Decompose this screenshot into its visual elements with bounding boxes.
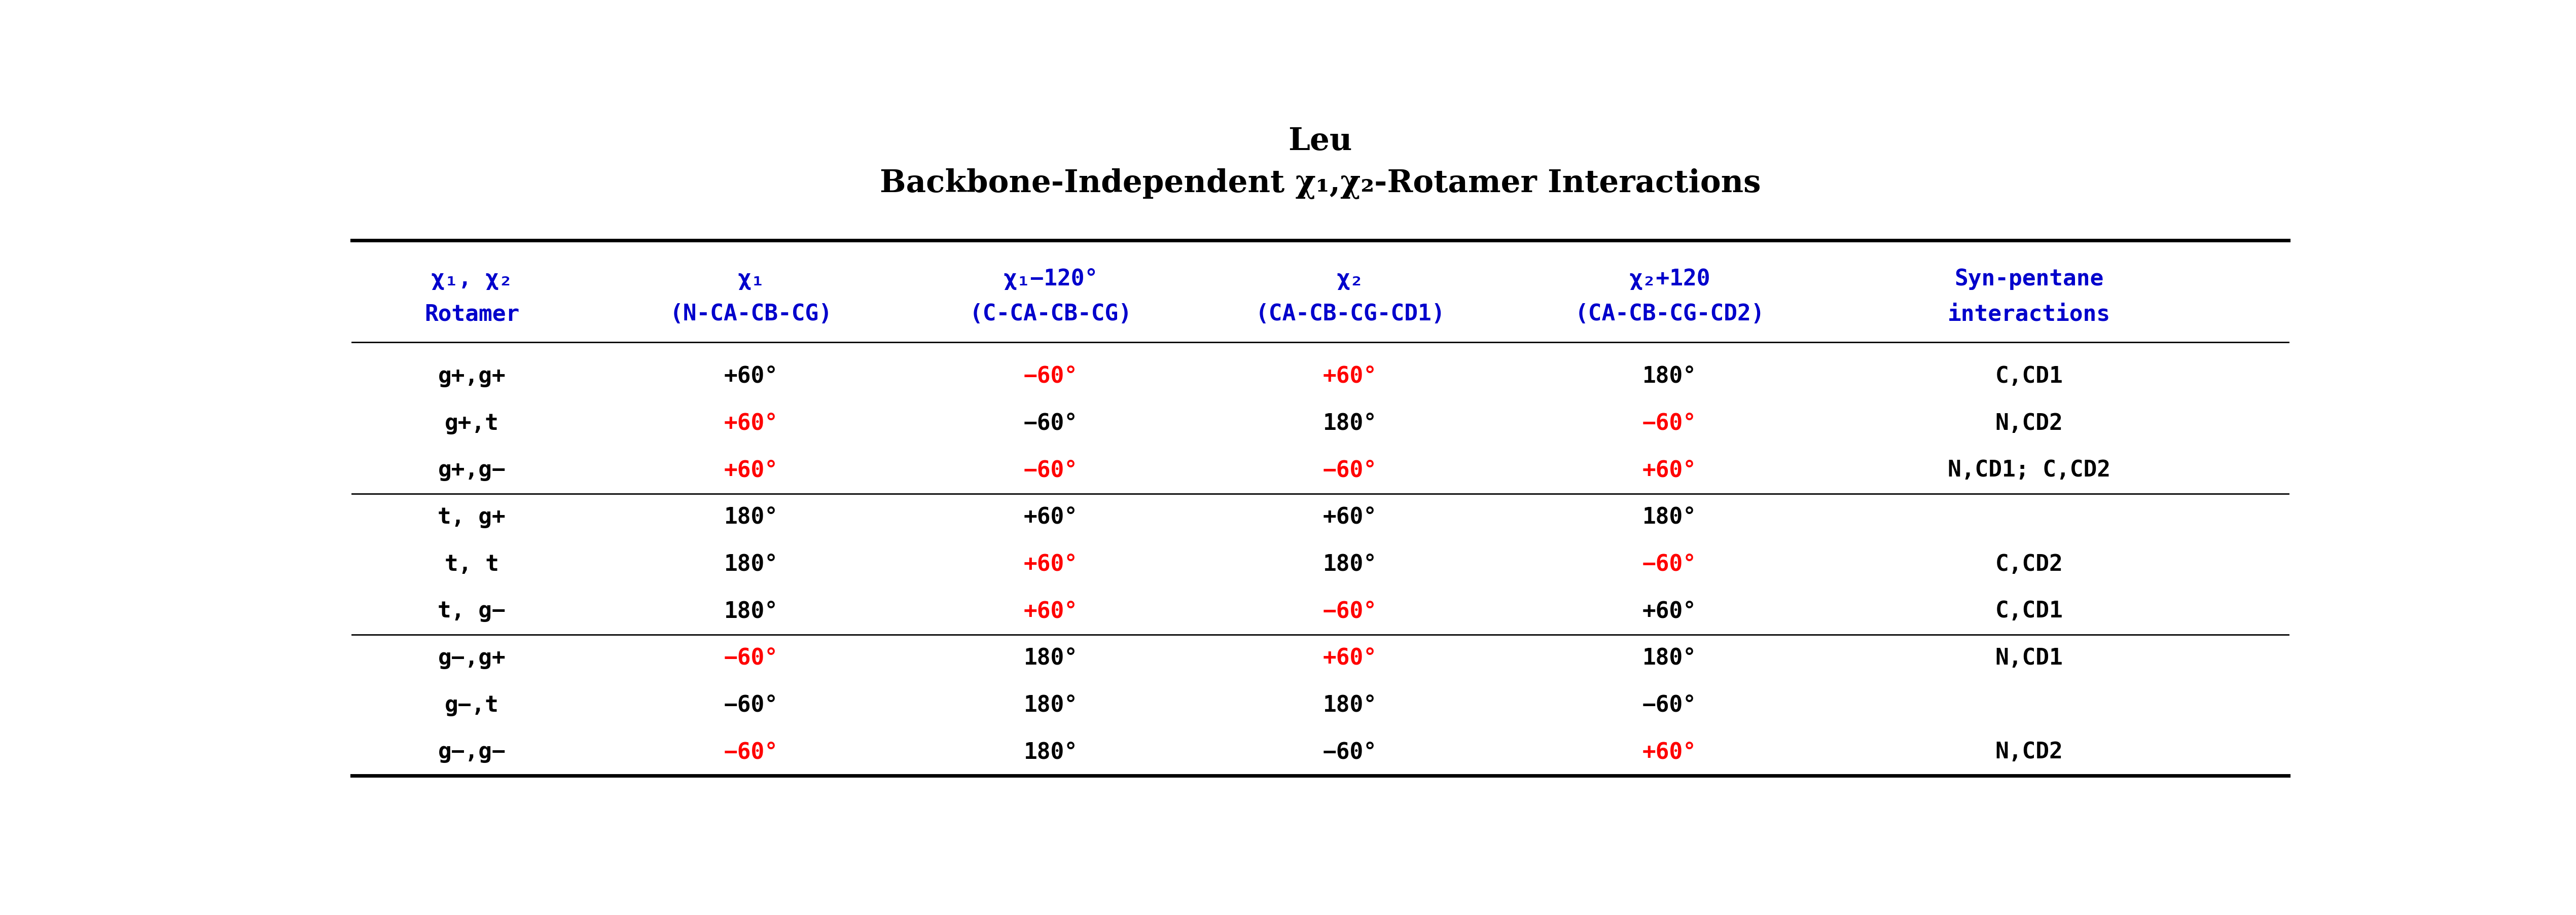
Text: +60°: +60°	[1324, 365, 1378, 387]
Text: χ₁−120°: χ₁−120°	[1002, 268, 1097, 290]
Text: Backbone-Independent χ₁,χ₂-Rotamer Interactions: Backbone-Independent χ₁,χ₂-Rotamer Inter…	[878, 168, 1762, 199]
Text: 180°: 180°	[1324, 413, 1378, 435]
Text: t, g+: t, g+	[438, 506, 505, 528]
Text: (CA-CB-CG-CD2): (CA-CB-CG-CD2)	[1574, 303, 1765, 325]
Text: t, t: t, t	[446, 554, 500, 576]
Text: g+,g−: g+,g−	[438, 459, 505, 481]
Text: +60°: +60°	[1324, 647, 1378, 669]
Text: χ₂: χ₂	[1337, 268, 1363, 290]
Text: +60°: +60°	[1023, 554, 1077, 576]
Text: +60°: +60°	[1324, 506, 1378, 528]
Text: Leu: Leu	[1288, 126, 1352, 156]
Text: −60°: −60°	[1324, 600, 1378, 622]
Text: −60°: −60°	[1324, 459, 1378, 481]
Text: C,CD1: C,CD1	[1994, 365, 2063, 387]
Text: +60°: +60°	[1023, 506, 1077, 528]
Text: C,CD1: C,CD1	[1994, 600, 2063, 622]
Text: −60°: −60°	[724, 694, 778, 716]
Text: −60°: −60°	[724, 741, 778, 763]
Text: Syn-pentane: Syn-pentane	[1955, 268, 2105, 290]
Text: 180°: 180°	[724, 600, 778, 622]
Text: +60°: +60°	[1643, 600, 1698, 622]
Text: +60°: +60°	[724, 413, 778, 435]
Text: 180°: 180°	[1643, 365, 1698, 387]
Text: +60°: +60°	[1023, 600, 1077, 622]
Text: 180°: 180°	[1023, 694, 1077, 716]
Text: 180°: 180°	[724, 506, 778, 528]
Text: (C-CA-CB-CG): (C-CA-CB-CG)	[969, 303, 1131, 325]
Text: t, g−: t, g−	[438, 600, 505, 622]
Text: −60°: −60°	[1023, 459, 1077, 481]
Text: 180°: 180°	[1023, 647, 1077, 669]
Text: N,CD1; C,CD2: N,CD1; C,CD2	[1947, 459, 2110, 481]
Text: −60°: −60°	[1643, 554, 1698, 576]
Text: −60°: −60°	[1643, 413, 1698, 435]
Text: g+,g+: g+,g+	[438, 365, 505, 387]
Text: N,CD2: N,CD2	[1994, 741, 2063, 763]
Text: χ₁: χ₁	[737, 268, 765, 290]
Text: g−,g+: g−,g+	[438, 647, 505, 669]
Text: N,CD2: N,CD2	[1994, 413, 2063, 435]
Text: C,CD2: C,CD2	[1994, 554, 2063, 576]
Text: −60°: −60°	[1643, 694, 1698, 716]
Text: χ₂+120: χ₂+120	[1628, 268, 1710, 290]
Text: 180°: 180°	[1643, 506, 1698, 528]
Text: Rotamer: Rotamer	[425, 303, 520, 325]
Text: −60°: −60°	[724, 647, 778, 669]
Text: −60°: −60°	[1324, 741, 1378, 763]
Text: N,CD1: N,CD1	[1994, 647, 2063, 669]
Text: interactions: interactions	[1947, 303, 2110, 325]
Text: +60°: +60°	[724, 365, 778, 387]
Text: +60°: +60°	[1643, 741, 1698, 763]
Text: 180°: 180°	[1643, 647, 1698, 669]
Text: 180°: 180°	[1023, 741, 1077, 763]
Text: g−,t: g−,t	[446, 694, 500, 716]
Text: 180°: 180°	[1324, 554, 1378, 576]
Text: g−,g−: g−,g−	[438, 741, 505, 763]
Text: χ₁, χ₂: χ₁, χ₂	[430, 268, 513, 290]
Text: −60°: −60°	[1023, 365, 1077, 387]
Text: 180°: 180°	[1324, 694, 1378, 716]
Text: (N-CA-CB-CG): (N-CA-CB-CG)	[670, 303, 832, 325]
Text: +60°: +60°	[1643, 459, 1698, 481]
Text: +60°: +60°	[724, 459, 778, 481]
Text: (CA-CB-CG-CD1): (CA-CB-CG-CD1)	[1255, 303, 1445, 325]
Text: −60°: −60°	[1023, 413, 1077, 435]
Text: g+,t: g+,t	[446, 413, 500, 435]
Text: 180°: 180°	[724, 554, 778, 576]
